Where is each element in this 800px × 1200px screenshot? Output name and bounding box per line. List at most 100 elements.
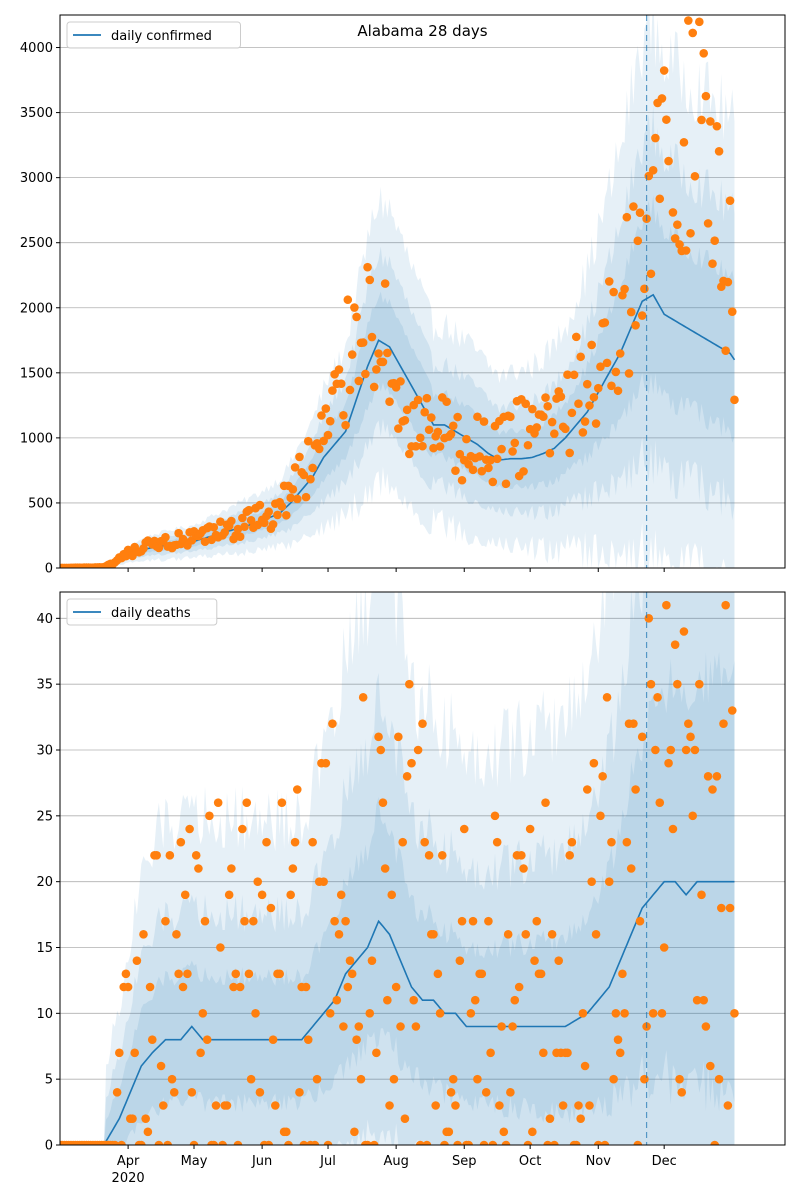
axes-frame bbox=[59, 14, 786, 569]
chart-title: Alabama 28 days bbox=[357, 22, 487, 40]
observed-point bbox=[703, 772, 713, 781]
observed-point bbox=[519, 467, 528, 476]
observed-point bbox=[684, 16, 693, 25]
observed-point bbox=[712, 121, 722, 131]
observed-point bbox=[681, 246, 691, 255]
mean-series-line bbox=[60, 880, 735, 1145]
observed-point bbox=[574, 1101, 583, 1110]
x-tick-label: Jun bbox=[251, 1154, 272, 1169]
observed-point bbox=[429, 930, 438, 939]
observed-point bbox=[653, 693, 662, 702]
observed-point bbox=[299, 470, 309, 480]
observed-point bbox=[437, 851, 447, 860]
observed-point bbox=[580, 417, 590, 426]
observed-point bbox=[334, 930, 344, 939]
observed-point bbox=[196, 1048, 205, 1058]
observed-point bbox=[161, 916, 170, 926]
y-tick-label: 2000 bbox=[20, 301, 53, 316]
observed-point bbox=[492, 454, 502, 464]
observed-point bbox=[367, 332, 377, 342]
observed-point bbox=[492, 837, 502, 847]
observed-point bbox=[508, 447, 517, 456]
observed-point bbox=[589, 758, 599, 768]
observed-point bbox=[191, 851, 201, 860]
observed-point bbox=[242, 798, 252, 807]
observed-point bbox=[286, 493, 295, 503]
observed-point bbox=[716, 903, 726, 913]
deaths-chart-panel: 0 5 10 15 20 25 30 35 40 Apr May Jun Jul Aug Sep Oct Nov… bbox=[36, 591, 786, 1186]
observed-point bbox=[576, 1114, 585, 1123]
observed-point bbox=[227, 864, 236, 873]
observed-point bbox=[117, 1140, 126, 1145]
observed-point bbox=[545, 448, 555, 458]
y-tick-label: 0 bbox=[45, 1139, 53, 1154]
observed-point bbox=[235, 982, 245, 992]
y-tick-label: 4000 bbox=[20, 41, 53, 56]
observed-point bbox=[613, 1035, 623, 1044]
observed-point bbox=[409, 995, 419, 1005]
observed-point bbox=[358, 693, 368, 702]
observed-point bbox=[708, 785, 717, 794]
observed-point bbox=[578, 428, 588, 437]
observed-point bbox=[264, 507, 274, 517]
observed-point bbox=[396, 1022, 405, 1031]
observed-point bbox=[216, 943, 225, 952]
observed-point bbox=[303, 436, 313, 446]
legend-label: daily confirmed bbox=[111, 29, 212, 44]
observed-point bbox=[719, 719, 728, 728]
observed-point bbox=[490, 811, 500, 821]
observed-point bbox=[323, 1140, 333, 1145]
observed-point bbox=[558, 1101, 568, 1110]
observed-point bbox=[328, 386, 337, 395]
observed-point bbox=[626, 307, 636, 317]
observed-point bbox=[477, 969, 487, 979]
observed-point bbox=[365, 1009, 375, 1018]
observed-point bbox=[347, 969, 357, 979]
observed-point bbox=[539, 1048, 548, 1058]
observed-point bbox=[596, 362, 605, 371]
observed-point bbox=[255, 1088, 265, 1097]
observed-point bbox=[679, 627, 689, 636]
observed-point bbox=[488, 1140, 498, 1145]
observed-point bbox=[238, 824, 247, 834]
observed-point bbox=[339, 1022, 348, 1031]
observed-point bbox=[431, 1101, 440, 1110]
observed-point bbox=[268, 1035, 278, 1044]
observed-point bbox=[543, 401, 553, 411]
legend-label: daily deaths bbox=[111, 606, 191, 621]
y-tick-label: 10 bbox=[36, 1007, 53, 1022]
observed-point bbox=[238, 513, 247, 523]
observed-point bbox=[582, 785, 592, 794]
observed-point bbox=[264, 1140, 274, 1145]
uncertainty-band bbox=[60, 651, 735, 1145]
observed-point bbox=[301, 982, 311, 992]
observed-point bbox=[352, 1035, 361, 1044]
observed-point bbox=[271, 1101, 280, 1110]
observed-point bbox=[319, 436, 328, 446]
observed-point bbox=[699, 49, 709, 58]
observed-point bbox=[640, 284, 649, 294]
observed-point bbox=[222, 1101, 232, 1110]
observed-point bbox=[690, 171, 700, 181]
observed-point bbox=[209, 1140, 219, 1145]
observed-point bbox=[420, 837, 429, 847]
observed-point bbox=[139, 930, 148, 939]
x-tick-label: Sep bbox=[452, 1154, 477, 1169]
observed-point bbox=[277, 798, 287, 807]
observed-point bbox=[459, 824, 469, 834]
observed-point bbox=[350, 1127, 359, 1137]
observed-point bbox=[163, 1140, 172, 1145]
observed-point bbox=[288, 485, 298, 494]
observed-point bbox=[565, 851, 574, 860]
observed-point bbox=[354, 1022, 364, 1031]
observed-point bbox=[468, 465, 478, 475]
observed-point bbox=[334, 365, 344, 374]
y-tick-label: 0 bbox=[45, 562, 53, 577]
observed-point bbox=[695, 17, 704, 27]
observed-point bbox=[418, 719, 427, 728]
observed-point bbox=[580, 1061, 590, 1071]
observed-point bbox=[380, 279, 390, 288]
observed-point bbox=[339, 411, 348, 420]
observed-point bbox=[646, 269, 656, 279]
observed-point bbox=[484, 916, 493, 926]
